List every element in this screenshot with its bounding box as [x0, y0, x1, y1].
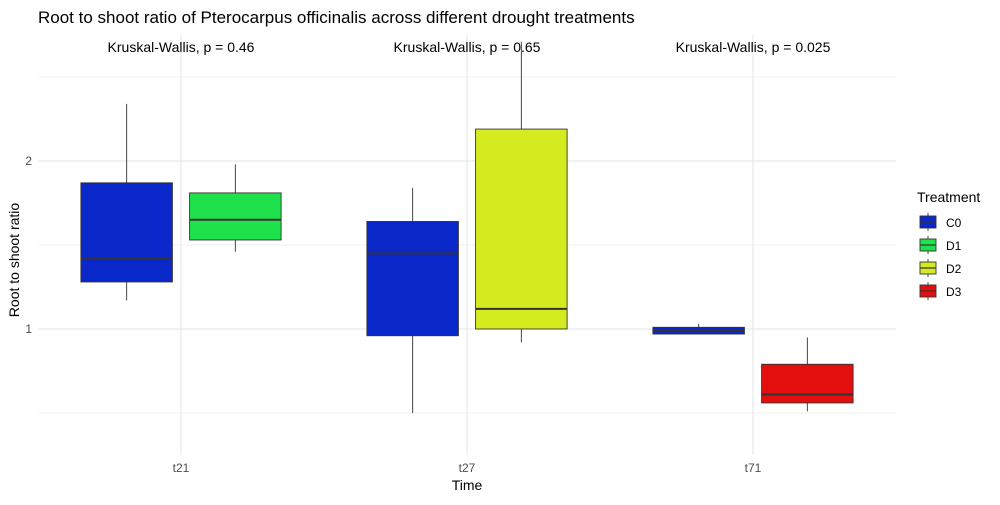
grid-layer: [38, 35, 896, 455]
legend-item-D3: D3: [918, 281, 962, 301]
axis-layer: 1 2 t21 t27 t71: [25, 154, 761, 475]
box-t71-C0: [652, 323, 745, 335]
legend-label: C0: [946, 216, 962, 230]
box-body: [761, 363, 854, 404]
box-body: [189, 192, 282, 241]
box-body: [475, 128, 568, 330]
y-tick-label: 1: [25, 322, 32, 336]
legend-item-C0: C0: [918, 212, 962, 232]
legend-item-D1: D1: [918, 235, 962, 255]
x-tick-label: t71: [745, 461, 762, 475]
legend: Treatment C0 D1 D2 D3: [917, 189, 980, 301]
legend-label: D2: [946, 262, 962, 276]
box-body: [80, 182, 173, 283]
box-t27-C0: [366, 187, 459, 413]
legend-title: Treatment: [917, 189, 980, 205]
x-axis-label: Time: [452, 477, 483, 493]
y-tick-label: 2: [25, 154, 32, 168]
kruskal-wallis-annotation: Kruskal-Wallis, p = 0.46: [108, 39, 255, 55]
box-t71-D3: [761, 337, 854, 412]
legend-label: D3: [946, 285, 962, 299]
box-layer: [80, 41, 854, 413]
box-t21-D1: [189, 164, 282, 252]
box-t21-C0: [80, 103, 173, 301]
box-body: [366, 221, 459, 337]
kruskal-wallis-annotation: Kruskal-Wallis, p = 0.65: [394, 39, 541, 55]
x-tick-label: t21: [173, 461, 190, 475]
legend-label: D1: [946, 239, 962, 253]
annotation-layer: Kruskal-Wallis, p = 0.46 Kruskal-Wallis, …: [108, 39, 831, 55]
kruskal-wallis-annotation: Kruskal-Wallis, p = 0.025: [676, 39, 831, 55]
box-t27-D2: [475, 41, 568, 343]
x-tick-label: t27: [459, 461, 476, 475]
y-axis-label: Root to shoot ratio: [6, 203, 22, 318]
legend-item-D2: D2: [918, 258, 962, 278]
chart-title: Root to shoot ratio of Pterocarpus offic…: [38, 8, 635, 27]
